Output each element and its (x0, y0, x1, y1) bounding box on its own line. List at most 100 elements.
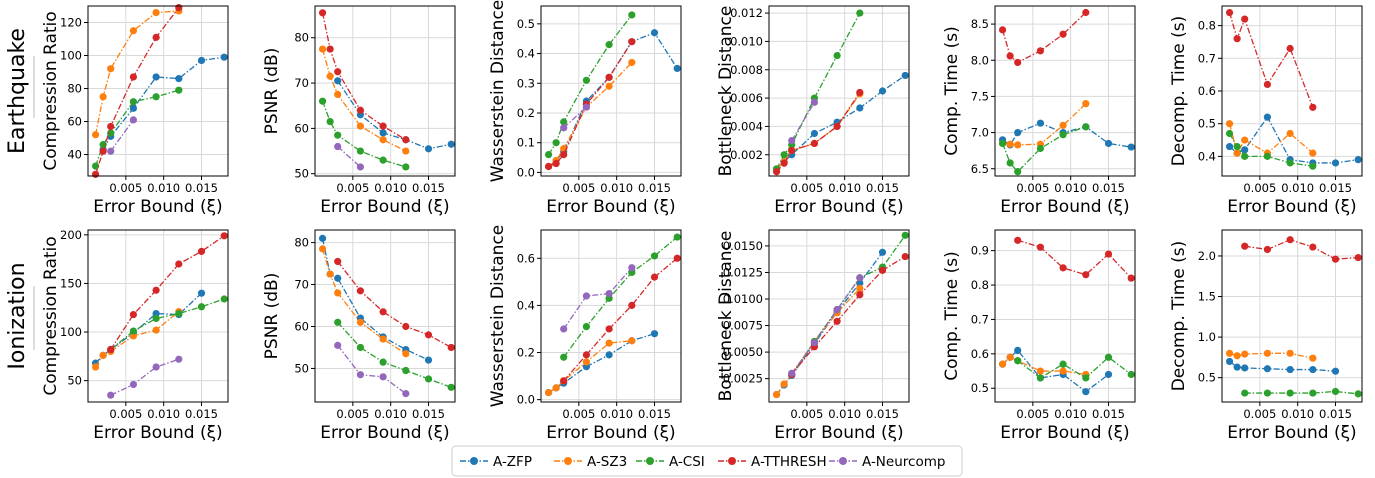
series-line (1244, 390, 1359, 395)
data-point (152, 286, 160, 294)
data-point (772, 168, 781, 176)
x-axis-label: Error Bound (ξ) (320, 197, 449, 217)
data-point (1036, 47, 1045, 55)
x-tick-label: 0.005 (562, 181, 595, 195)
data-point (326, 118, 334, 126)
data-point (402, 366, 410, 375)
data-point (1241, 364, 1249, 372)
data-point (379, 308, 387, 316)
row-label: Earthquake (5, 28, 30, 154)
data-point (334, 257, 342, 266)
series-line (548, 41, 633, 168)
y-tick-label: 0.5 (1198, 117, 1216, 131)
y-tick-label: 0.8 (1198, 19, 1216, 33)
y-tick-label: 7.5 (971, 89, 989, 103)
y-tick-label: 0.0050 (723, 345, 763, 359)
data-point (402, 147, 410, 155)
y-tick-label: 0.006 (730, 91, 763, 105)
x-axis-label: Error Bound (ξ) (546, 423, 675, 443)
data-point (650, 29, 659, 37)
y-tick-label: 0.004 (730, 119, 763, 133)
data-point (1127, 370, 1135, 379)
data-point (129, 73, 138, 81)
data-point (1014, 141, 1022, 149)
data-point (650, 252, 659, 260)
data-point (833, 317, 841, 325)
data-point (1014, 236, 1022, 244)
data-point (1014, 168, 1022, 176)
series-line (563, 106, 587, 129)
data-point (1006, 140, 1014, 148)
data-point (1263, 113, 1272, 121)
x-tick-label: 0.010 (1281, 407, 1314, 421)
data-point (356, 163, 365, 171)
data-point (129, 98, 138, 106)
y-tick-label: 70 (294, 76, 309, 90)
y-axis-label: Decomp. Time (s) (1169, 241, 1189, 392)
data-point (379, 358, 387, 366)
data-point (673, 64, 681, 73)
x-axis-label: Error Bound (ξ) (774, 197, 903, 217)
data-point (1263, 365, 1272, 373)
data-point (833, 122, 841, 131)
data-point (1014, 58, 1022, 67)
y-tick-label: 1.5 (1198, 290, 1216, 304)
subplot: 0.005 0.010 0.015 0.0025 0.0050 0.0075 0.0100 0… (716, 229, 910, 443)
x-tick-label: 0.005 (1016, 407, 1049, 421)
series-line (548, 14, 633, 155)
axes-frame (540, 5, 682, 177)
data-point (582, 323, 591, 331)
series-line (1017, 356, 1132, 379)
data-point (856, 291, 864, 299)
x-tick-label: 0.015 (412, 407, 445, 421)
data-point (650, 273, 659, 281)
series-line (1228, 12, 1314, 108)
data-point (318, 45, 327, 53)
row-label: Ionization (5, 262, 30, 369)
y-tick-label: 8.5 (971, 17, 989, 31)
x-axis-label: Error Bound (ξ) (1227, 423, 1356, 443)
data-point (788, 369, 796, 377)
data-point (402, 163, 410, 171)
data-point (1059, 121, 1067, 129)
data-point (356, 147, 365, 155)
data-point (356, 343, 365, 352)
data-point (356, 106, 365, 114)
axes-frame (87, 229, 229, 403)
data-point (1263, 389, 1272, 397)
data-point (107, 391, 115, 399)
data-point (1309, 162, 1317, 170)
data-point (1263, 80, 1272, 89)
data-point (99, 147, 107, 155)
data-point (582, 103, 591, 111)
y-tick-label: 150 (60, 276, 82, 290)
data-point (856, 9, 864, 17)
data-point (1104, 370, 1113, 379)
data-point (1225, 120, 1234, 128)
legend-marker (728, 457, 736, 465)
data-point (334, 341, 342, 349)
data-point (175, 86, 183, 94)
data-point (1309, 389, 1317, 397)
series-line (110, 119, 134, 152)
data-point (605, 290, 613, 298)
y-tick-label: 100 (60, 49, 82, 63)
data-point (605, 325, 613, 333)
data-point (447, 383, 455, 391)
data-point (107, 147, 115, 155)
y-axis-label: Bottleneck Distance (716, 231, 736, 402)
data-point (402, 350, 410, 358)
data-point (856, 88, 864, 97)
series-line (563, 257, 678, 382)
x-tick-label: 0.010 (1054, 407, 1087, 421)
x-tick-label: 0.010 (1281, 181, 1314, 195)
subplot: 0.005 0.010 0.015 6.5 7.0 7.5 8.0 8.5 Error Boun… (942, 5, 1136, 217)
data-point (1059, 30, 1067, 38)
data-point (356, 371, 365, 379)
y-axis-label: Decomp. Time (s) (1169, 16, 1189, 167)
data-point (107, 345, 115, 354)
y-tick-label: 0.010 (730, 34, 763, 48)
data-point (901, 252, 909, 261)
data-point (129, 327, 138, 335)
